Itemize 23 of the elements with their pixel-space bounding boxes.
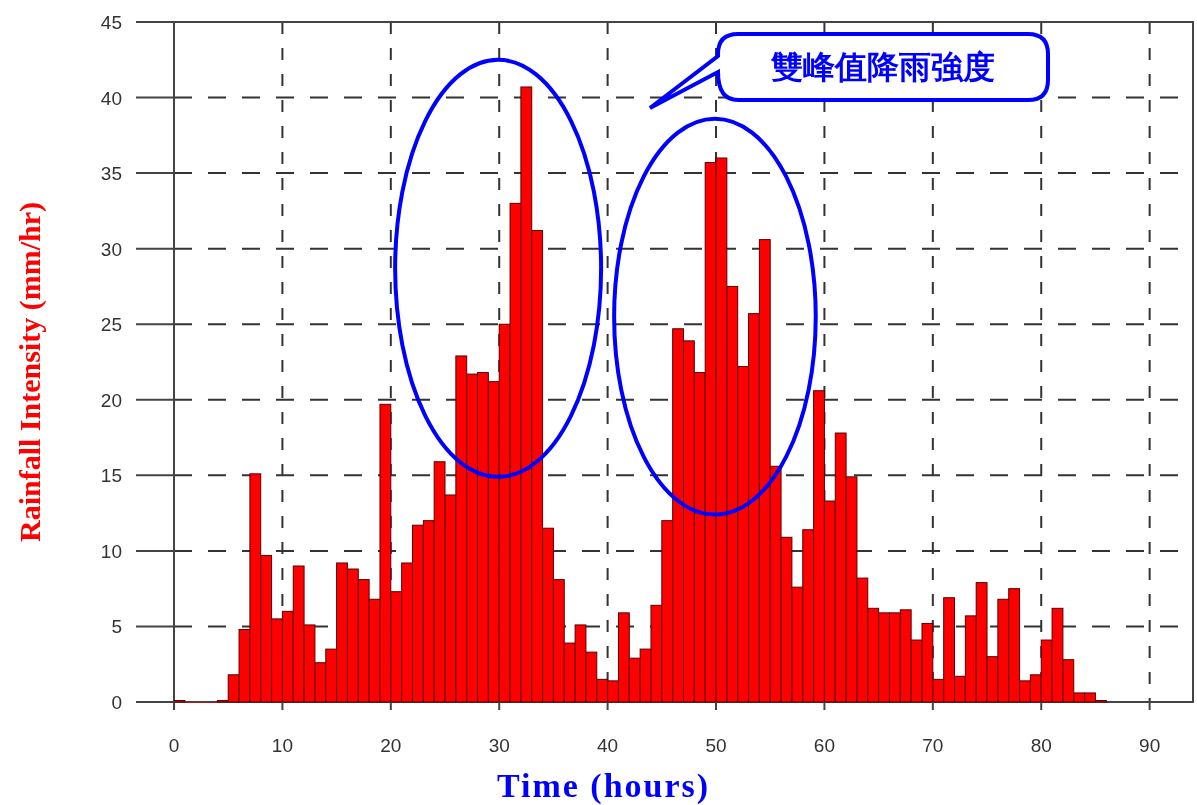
- x-tick-label: 70: [922, 735, 944, 756]
- y-tick-label: 5: [111, 616, 122, 638]
- x-tick-label: 30: [488, 735, 510, 756]
- y-tick-label: 45: [100, 12, 122, 33]
- y-tick-label: 25: [100, 314, 122, 336]
- y-tick-label: 10: [100, 540, 122, 562]
- annotation: 雙峰值降雨強度: [770, 49, 995, 85]
- y-tick-label: 30: [100, 238, 122, 260]
- y-tick-label: 20: [100, 389, 122, 411]
- x-tick-label: 0: [168, 735, 180, 756]
- y-tick-label: 40: [100, 87, 122, 109]
- x-tick-label: 20: [380, 735, 402, 756]
- x-tick-label: 50: [705, 735, 727, 756]
- x-tick-label: 80: [1030, 735, 1052, 756]
- y-tick-label: 15: [100, 465, 122, 487]
- x-tick-label: 90: [1139, 735, 1161, 756]
- x-axis-title: Time (hours): [496, 767, 711, 805]
- y-axis-title: Rainfall Intensity (mm/hr): [13, 202, 47, 542]
- x-tick-label: 10: [271, 735, 293, 756]
- x-tick-label: 40: [597, 735, 619, 756]
- y-tick-label: 35: [100, 163, 122, 185]
- x-tick-label: 60: [813, 735, 835, 756]
- y-tick-label: 0: [111, 692, 122, 713]
